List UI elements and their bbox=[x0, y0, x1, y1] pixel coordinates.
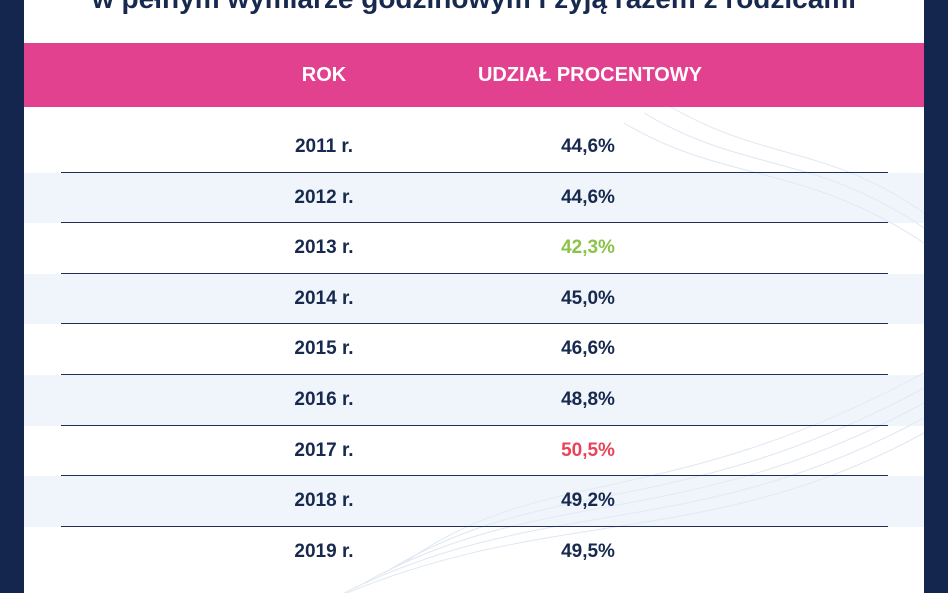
row-divider bbox=[61, 424, 888, 426]
share-cell: 44,6% bbox=[561, 186, 615, 208]
frame-left bbox=[0, 0, 24, 593]
row-divider bbox=[61, 323, 888, 325]
column-header-year: ROK bbox=[301, 64, 347, 86]
table-row: 2013 r. 42,3% bbox=[24, 223, 924, 274]
share-cell: 44,6% bbox=[561, 136, 615, 157]
share-cell: 48,8% bbox=[561, 388, 615, 410]
table-row: 2019 r. 49,5% bbox=[24, 527, 924, 578]
row-divider bbox=[61, 525, 888, 527]
year-cell: 2012 r. bbox=[294, 186, 354, 208]
table-body: 2011 r. 44,6% 2012 r. 44,6% 2013 r. 42,3… bbox=[24, 122, 924, 577]
year-cell: 2019 r. bbox=[294, 540, 354, 562]
share-cell: 49,2% bbox=[561, 490, 615, 512]
year-cell: 2016 r. bbox=[294, 388, 354, 410]
page-title: w pełnym wymiarze godzinowym i żyją raze… bbox=[24, 0, 924, 15]
table-panel: ROK UDZIAŁ PROCENTOWY 2011 r. 44,6% 2012… bbox=[24, 43, 924, 593]
column-header-share: UDZIAŁ PROCENTOWY bbox=[477, 64, 703, 86]
share-cell: 45,0% bbox=[561, 287, 615, 309]
table-row: 2015 r. 46,6% bbox=[24, 324, 924, 375]
table-row: 2017 r. 50,5% bbox=[24, 426, 924, 477]
share-cell: 50,5% bbox=[561, 439, 615, 461]
year-cell: 2017 r. bbox=[294, 439, 354, 461]
share-cell: 42,3% bbox=[561, 237, 615, 259]
table-row: 2012 r. 44,6% bbox=[24, 172, 924, 224]
table-row: 2011 r. 44,6% bbox=[24, 122, 924, 173]
row-divider bbox=[61, 222, 888, 224]
table-row: 2018 r. 49,2% bbox=[24, 476, 924, 527]
year-cell: 2015 r. bbox=[294, 338, 354, 360]
row-divider bbox=[61, 272, 888, 274]
share-cell: 46,6% bbox=[561, 338, 615, 360]
row-divider bbox=[61, 171, 888, 173]
title-strip: w pełnym wymiarze godzinowym i żyją raze… bbox=[24, 0, 924, 43]
year-cell: 2014 r. bbox=[294, 287, 354, 309]
table-row: 2014 r. 45,0% bbox=[24, 273, 924, 325]
row-divider bbox=[61, 475, 888, 477]
year-cell: 2018 r. bbox=[294, 490, 354, 512]
row-divider bbox=[61, 373, 888, 375]
share-cell: 49,5% bbox=[561, 540, 615, 562]
year-cell: 2013 r. bbox=[294, 237, 354, 259]
year-cell: 2011 r. bbox=[294, 136, 354, 157]
table-header: ROK UDZIAŁ PROCENTOWY bbox=[24, 43, 924, 107]
frame-right bbox=[924, 0, 948, 593]
table-row: 2016 r. 48,8% bbox=[24, 374, 924, 426]
